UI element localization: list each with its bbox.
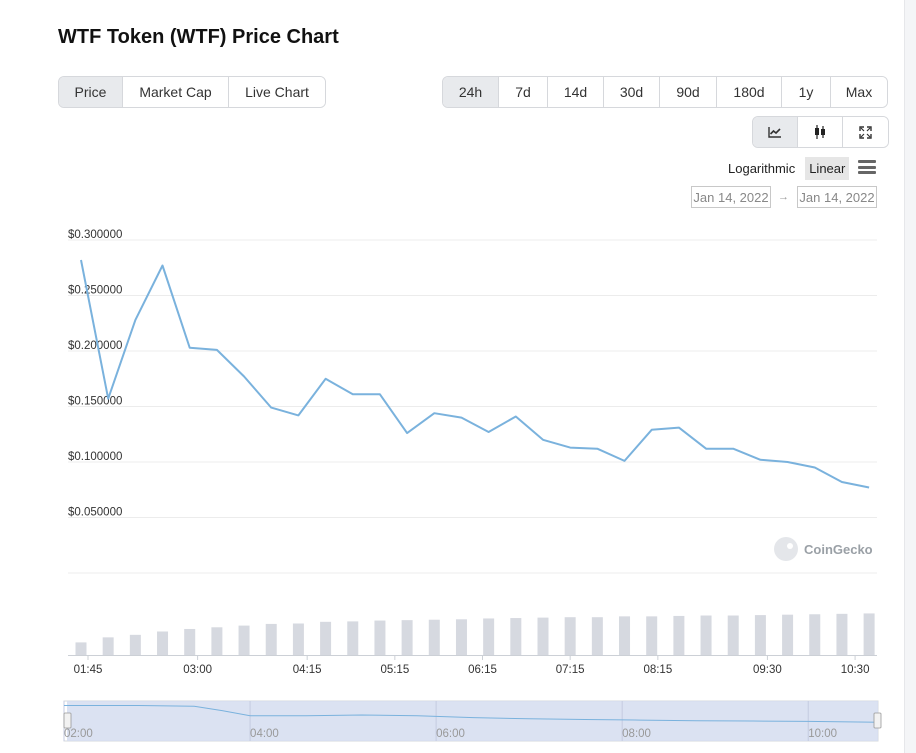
navigator-line — [64, 705, 879, 723]
x-tick-label: 04:15 — [293, 664, 322, 676]
x-tick-label: 05:15 — [380, 664, 409, 676]
y-tick-label: $0.200000 — [68, 340, 122, 352]
volume-bar — [510, 618, 522, 655]
tab-price[interactable]: Price — [59, 77, 123, 107]
navigator-tick-label: 08:00 — [622, 728, 651, 740]
volume-bar — [836, 613, 848, 655]
y-tick-label: $0.300000 — [68, 229, 122, 241]
fullscreen-button[interactable] — [843, 117, 888, 147]
line-chart-icon — [768, 127, 781, 138]
coingecko-watermark: CoinGecko — [774, 537, 873, 561]
fullscreen-icon — [859, 125, 872, 139]
volume-bar — [184, 628, 196, 655]
volume-bar — [646, 616, 658, 655]
x-tick-label: 09:30 — [753, 664, 782, 676]
range-180d[interactable]: 180d — [717, 77, 782, 107]
volume-bar — [700, 615, 712, 655]
volume-bar — [374, 620, 386, 655]
volume-bar — [129, 634, 141, 655]
volume-bar — [673, 615, 685, 655]
x-tick-label: 08:15 — [643, 664, 672, 676]
volume-bar — [782, 614, 794, 655]
grid-lines — [68, 239, 877, 574]
y-tick-label: $0.100000 — [68, 451, 122, 463]
volume-bar — [157, 631, 169, 655]
range-max[interactable]: Max — [831, 77, 887, 107]
scrollbar-track[interactable] — [904, 0, 916, 753]
range-7d[interactable]: 7d — [499, 77, 548, 107]
y-tick-label: $0.150000 — [68, 396, 122, 408]
volume-bar — [102, 637, 114, 655]
x-tick-label: 10:30 — [841, 664, 870, 676]
volume-bar — [75, 642, 87, 655]
volume-bars — [68, 613, 877, 656]
range-30d[interactable]: 30d — [604, 77, 660, 107]
volume-bar — [320, 621, 332, 655]
x-tick-label: 03:00 — [183, 664, 212, 676]
navigator-right-handle[interactable] — [873, 712, 882, 729]
volume-bar — [619, 616, 631, 655]
date-range-arrow: → — [778, 191, 789, 203]
volume-bar — [754, 615, 766, 655]
volume-bar — [483, 618, 495, 655]
volume-bar — [265, 623, 277, 655]
volume-bar — [211, 627, 223, 655]
chart-type-tabs: Price Market Cap Live Chart — [58, 76, 326, 108]
volume-bar — [727, 615, 739, 655]
date-to-input[interactable]: Jan 14, 2022 — [797, 186, 877, 208]
volume-bar — [428, 619, 440, 655]
range-1y[interactable]: 1y — [782, 77, 831, 107]
volume-bar — [347, 621, 359, 655]
hamburger-menu-icon[interactable] — [858, 160, 876, 176]
candlestick-icon — [815, 125, 825, 139]
range-14d[interactable]: 14d — [548, 77, 604, 107]
navigator: 02:00 04:00 06:00 08:00 10:00 — [63, 700, 882, 742]
volume-bar — [292, 623, 304, 655]
volume-bar — [537, 617, 549, 655]
page-title: WTF Token (WTF) Price Chart — [58, 26, 339, 48]
price-line — [80, 259, 870, 489]
tab-live-chart[interactable]: Live Chart — [229, 77, 325, 107]
navigator-left-handle[interactable] — [63, 712, 72, 729]
tab-market-cap[interactable]: Market Cap — [123, 77, 229, 107]
price-series — [80, 259, 870, 489]
volume-bar — [564, 617, 576, 655]
coingecko-logo-eye — [787, 543, 793, 549]
navigator-tick-label: 06:00 — [436, 728, 465, 740]
line-chart-button[interactable] — [753, 117, 798, 147]
chart-view-toggle — [752, 116, 889, 148]
watermark-text: CoinGecko — [804, 542, 873, 557]
x-tick-label: 07:15 — [556, 664, 585, 676]
x-tick-label: 01:45 — [74, 664, 103, 676]
coingecko-logo-icon — [774, 537, 798, 561]
navigator-tick-label: 04:00 — [250, 728, 279, 740]
navigator-tick-label: 10:00 — [808, 728, 837, 740]
date-from-input[interactable]: Jan 14, 2022 — [691, 186, 771, 208]
navigator-tick-label: 02:00 — [64, 728, 93, 740]
y-tick-label: $0.050000 — [68, 507, 122, 519]
volume-bar — [809, 614, 821, 655]
x-axis-labels: 01:45 03:00 04:15 05:15 06:15 07:15 08:15 09:30… — [74, 655, 870, 676]
volume-bar — [455, 619, 467, 655]
x-tick-label: 06:15 — [468, 664, 497, 676]
volume-bar — [238, 625, 250, 655]
logarithmic-option[interactable]: Logarithmic — [728, 161, 796, 176]
range-90d[interactable]: 90d — [660, 77, 717, 107]
time-range-tabs: 24h 7d 14d 30d 90d 180d 1y Max — [442, 76, 888, 108]
range-24h[interactable]: 24h — [443, 77, 499, 107]
y-tick-label: $0.250000 — [68, 285, 122, 297]
linear-option[interactable]: Linear — [805, 157, 850, 180]
volume-bar — [863, 613, 875, 655]
volume-bar — [591, 617, 603, 655]
candlestick-chart-button[interactable] — [798, 117, 843, 147]
volume-bar — [401, 620, 413, 655]
scale-toggle: Logarithmic Linear — [724, 157, 850, 180]
y-axis-labels: $0.300000 $0.250000 $0.200000 $0.150000 $0.1… — [68, 229, 122, 519]
